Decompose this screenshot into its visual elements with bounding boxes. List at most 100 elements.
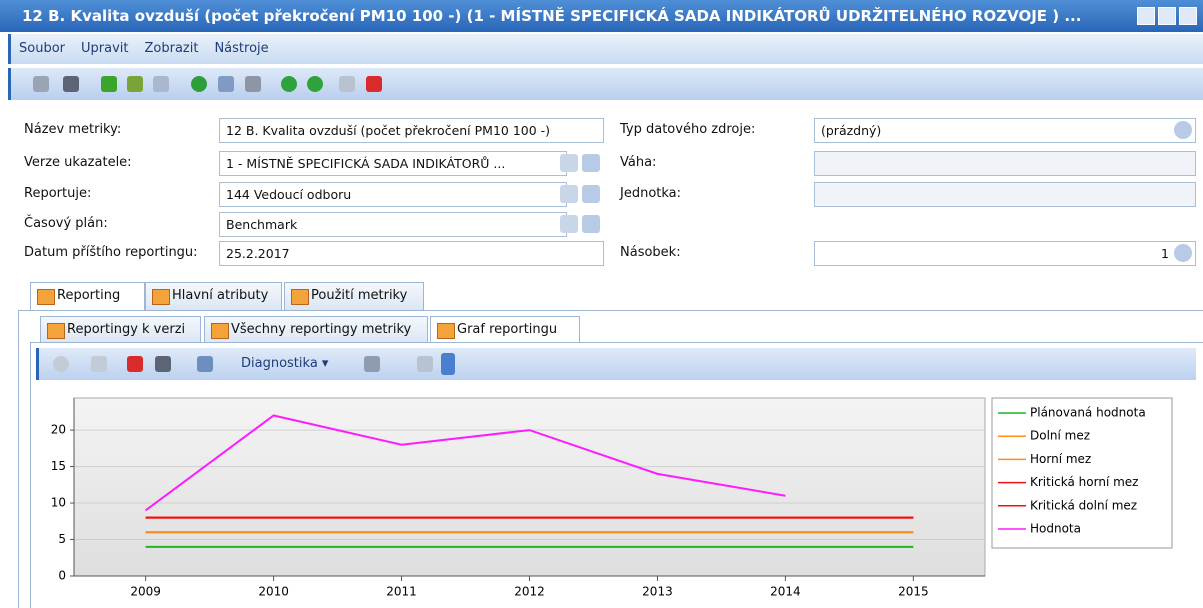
plot-area bbox=[73, 397, 986, 577]
legend-label: Hodnota bbox=[1030, 522, 1081, 536]
tab-icon bbox=[47, 323, 65, 339]
menu-item[interactable]: Zobrazit bbox=[144, 41, 199, 56]
tab-label: Všechny reportingy metriky bbox=[231, 322, 412, 337]
field-label: Jednotka: bbox=[620, 186, 682, 201]
menu-item[interactable]: Upravit bbox=[81, 41, 129, 56]
minimize-button[interactable] bbox=[1137, 7, 1155, 25]
delete-button[interactable] bbox=[366, 76, 382, 92]
subtab[interactable]: Všechny reportingy metriky bbox=[204, 316, 428, 343]
subtab[interactable]: Reportingy k verzi bbox=[40, 316, 201, 343]
refresh-button[interactable] bbox=[191, 76, 207, 92]
dropdown-button[interactable] bbox=[582, 185, 600, 203]
field-label: Váha: bbox=[620, 155, 657, 170]
field-label: Datum příštího reportingu: bbox=[24, 245, 198, 260]
menu-item[interactable]: Soubor bbox=[19, 41, 65, 56]
settings-button[interactable] bbox=[53, 356, 69, 372]
field-label: Násobek: bbox=[620, 245, 681, 260]
y-tick-label: 15 bbox=[51, 459, 66, 473]
diagnostics-menu[interactable]: Diagnostika ▾ bbox=[241, 356, 329, 371]
down-button[interactable] bbox=[307, 76, 323, 92]
legend-label: Kritická horní mez bbox=[1030, 475, 1138, 489]
remove-button[interactable] bbox=[127, 356, 143, 372]
legend bbox=[991, 397, 1173, 549]
x-tick-label: 2013 bbox=[642, 585, 673, 599]
legend-label: Dolní mez bbox=[1030, 429, 1090, 443]
grid-button[interactable] bbox=[218, 76, 234, 92]
title-bar: 12 B. Kvalita ovzduší (počet překročení … bbox=[0, 0, 1203, 32]
tab-label: Reportingy k verzi bbox=[67, 322, 186, 337]
tab-panel bbox=[18, 310, 1203, 608]
save-close-button[interactable] bbox=[63, 76, 79, 92]
subtab[interactable]: Graf reportingu bbox=[430, 316, 580, 343]
text-field[interactable]: 1 bbox=[814, 241, 1196, 266]
tab[interactable]: Hlavní atributy bbox=[145, 282, 282, 310]
approve-button[interactable] bbox=[101, 76, 117, 92]
toolbar bbox=[8, 68, 1203, 100]
text-field[interactable]: 25.2.2017 bbox=[219, 241, 604, 266]
chart: 0 5 10 15 20 2009 2010 2011 2012 2013 2014 2015 Plán… bbox=[37, 385, 1203, 608]
legend-label: Horní mez bbox=[1030, 452, 1091, 466]
lock-button[interactable] bbox=[91, 356, 107, 372]
x-tick-label: 2011 bbox=[386, 585, 417, 599]
tab-label: Hlavní atributy bbox=[172, 288, 269, 303]
text-field[interactable]: 12 B. Kvalita ovzduší (počet překročení … bbox=[219, 118, 604, 143]
y-tick-label: 0 bbox=[58, 569, 66, 583]
tree-button[interactable] bbox=[127, 76, 143, 92]
save-chart-button[interactable] bbox=[155, 356, 171, 372]
edit-button[interactable] bbox=[245, 76, 261, 92]
field-label: Reportuje: bbox=[24, 186, 92, 201]
series-line bbox=[145, 414, 786, 512]
x-tick-label: 2010 bbox=[258, 585, 289, 599]
tab[interactable]: Použití metriky bbox=[284, 282, 424, 310]
close-button[interactable] bbox=[1179, 7, 1197, 25]
text-field[interactable]: Benchmark bbox=[219, 212, 567, 237]
field-label: Název metriky: bbox=[24, 122, 122, 137]
clear-button[interactable] bbox=[560, 185, 578, 203]
tab-label: Použití metriky bbox=[311, 288, 408, 303]
more-button[interactable] bbox=[441, 353, 455, 375]
export-button[interactable] bbox=[364, 356, 380, 372]
y-tick-label: 10 bbox=[51, 496, 66, 510]
subtab-panel bbox=[30, 342, 1203, 608]
tab-icon bbox=[37, 289, 55, 305]
tab-icon bbox=[437, 323, 455, 339]
zoom-button[interactable] bbox=[417, 356, 433, 372]
up-button[interactable] bbox=[281, 76, 297, 92]
y-tick-label: 5 bbox=[58, 532, 66, 546]
text-field[interactable]: 1 - MÍSTNĚ SPECIFICKÁ SADA INDIKÁTORŮ ..… bbox=[219, 151, 567, 176]
y-tick-label: 20 bbox=[51, 423, 66, 437]
dropdown-button[interactable] bbox=[1174, 244, 1192, 262]
text-field[interactable] bbox=[814, 151, 1196, 176]
text-field[interactable]: (prázdný) bbox=[814, 118, 1196, 143]
undo-button[interactable] bbox=[339, 76, 355, 92]
clear-button[interactable] bbox=[560, 154, 578, 172]
legend-label: Plánovaná hodnota bbox=[1030, 406, 1146, 420]
menu-item[interactable]: Nástroje bbox=[214, 41, 269, 56]
tab-icon bbox=[152, 289, 170, 305]
save-button[interactable] bbox=[33, 76, 49, 92]
x-tick-label: 2012 bbox=[514, 585, 545, 599]
text-field[interactable]: 144 Vedoucí odboru bbox=[219, 182, 567, 207]
window-title: 12 B. Kvalita ovzduší (počet překročení … bbox=[22, 7, 1082, 25]
legend-label: Kritická dolní mez bbox=[1030, 498, 1137, 512]
tab-icon bbox=[291, 289, 309, 305]
maximize-button[interactable] bbox=[1158, 7, 1176, 25]
list-button[interactable] bbox=[153, 76, 169, 92]
menu-bar: Soubor Upravit Zobrazit Nástroje bbox=[8, 34, 1203, 64]
tab[interactable]: Reporting bbox=[30, 282, 145, 310]
tab-icon bbox=[211, 323, 229, 339]
tab-label: Graf reportingu bbox=[457, 322, 558, 337]
dropdown-button[interactable] bbox=[582, 215, 600, 233]
window-buttons bbox=[1137, 7, 1197, 25]
clear-button[interactable] bbox=[560, 215, 578, 233]
diagnostics-label: Diagnostika bbox=[241, 356, 318, 371]
text-field[interactable] bbox=[814, 182, 1196, 207]
dropdown-button[interactable] bbox=[582, 154, 600, 172]
x-tick-label: 2009 bbox=[130, 585, 161, 599]
field-label: Typ datového zdroje: bbox=[620, 122, 756, 137]
field-label: Časový plán: bbox=[24, 216, 108, 231]
layout-button[interactable] bbox=[197, 356, 213, 372]
field-label: Verze ukazatele: bbox=[24, 155, 132, 170]
dropdown-button[interactable] bbox=[1174, 121, 1192, 139]
